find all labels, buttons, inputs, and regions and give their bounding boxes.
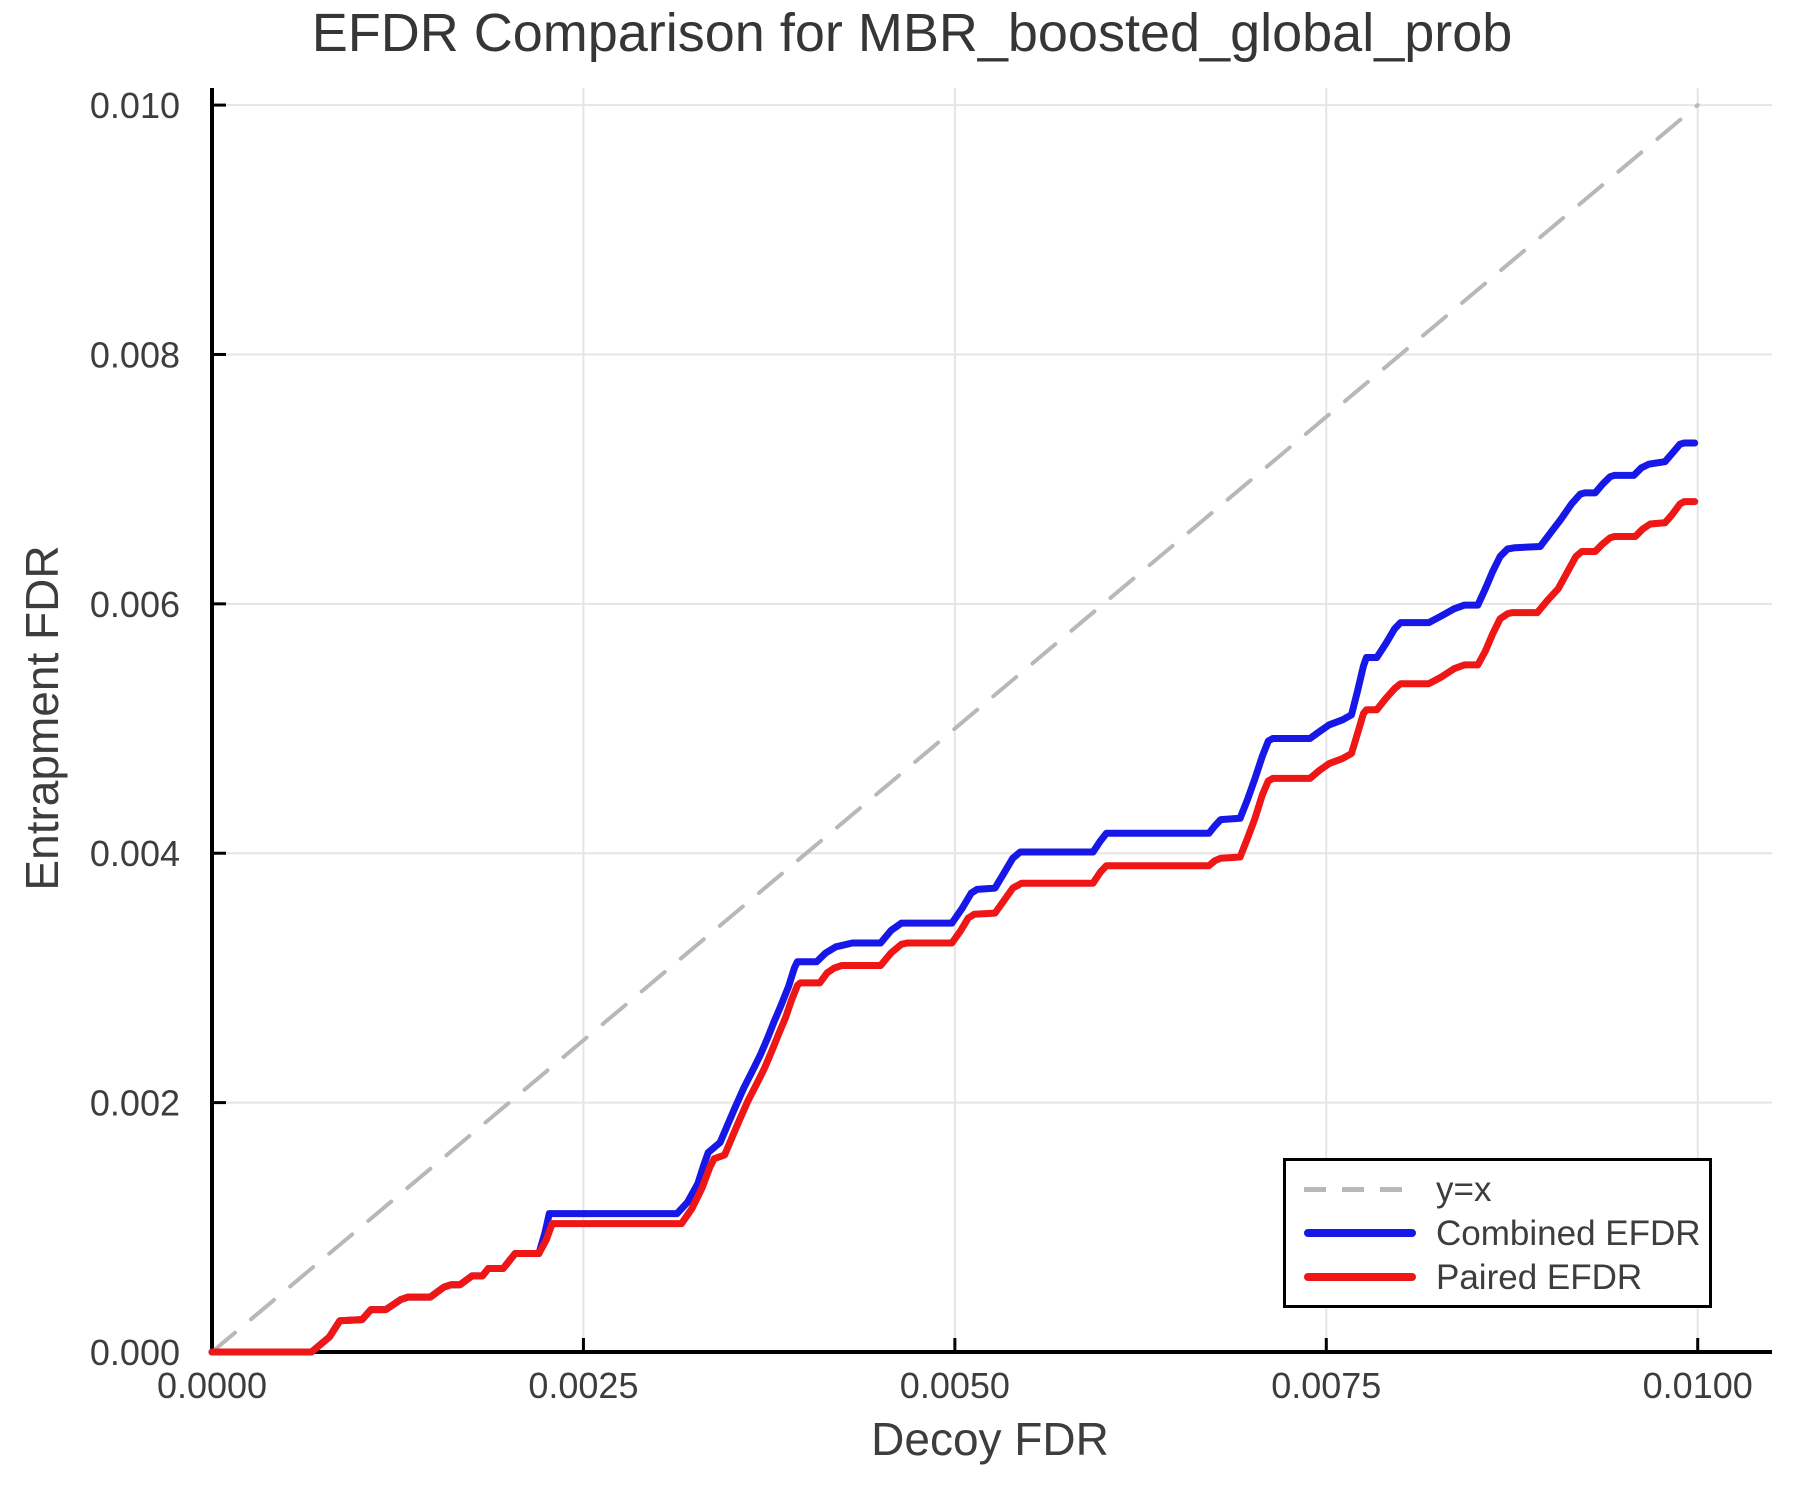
y-tick-label: 0.008: [90, 334, 180, 375]
y-axis-label: Entrapment FDR: [16, 545, 68, 891]
x-axis-label: Decoy FDR: [871, 1413, 1109, 1465]
identity-line-swatch: [1304, 1186, 1416, 1192]
x-tick-label: 0.0100: [1643, 1365, 1753, 1406]
chart-title: EFDR Comparison for MBR_boosted_global_p…: [311, 3, 1513, 63]
y-tick-label: 0.010: [90, 85, 180, 126]
legend-entry-identity: y=x: [1304, 1167, 1709, 1211]
y-tick-label: 0.000: [90, 1332, 180, 1373]
y-tick-label: 0.006: [90, 584, 180, 625]
identity-line: [210, 103, 1700, 1354]
x-tick-label: 0.0050: [900, 1365, 1010, 1406]
legend-label-paired-efdr: Paired EFDR: [1436, 1257, 1643, 1297]
y-tick-label: 0.002: [90, 1083, 180, 1124]
paired-efdr-line-swatch: [1304, 1273, 1416, 1281]
legend-label-combined-efdr: Combined EFDR: [1436, 1213, 1701, 1253]
x-tick-label: 0.0000: [157, 1365, 267, 1406]
legend: y=x Combined EFDR Paired EFDR: [1283, 1158, 1712, 1308]
x-tick-label: 0.0025: [528, 1365, 638, 1406]
legend-entry-combined-efdr: Combined EFDR: [1304, 1211, 1709, 1255]
combined-efdr-line-swatch: [1304, 1229, 1416, 1237]
paired-efdr-line: [208, 498, 1699, 1356]
legend-label-identity: y=x: [1436, 1169, 1492, 1209]
x-tick-label: 0.0075: [1271, 1365, 1381, 1406]
legend-entry-paired-efdr: Paired EFDR: [1304, 1255, 1709, 1299]
y-tick-label: 0.004: [90, 833, 180, 874]
